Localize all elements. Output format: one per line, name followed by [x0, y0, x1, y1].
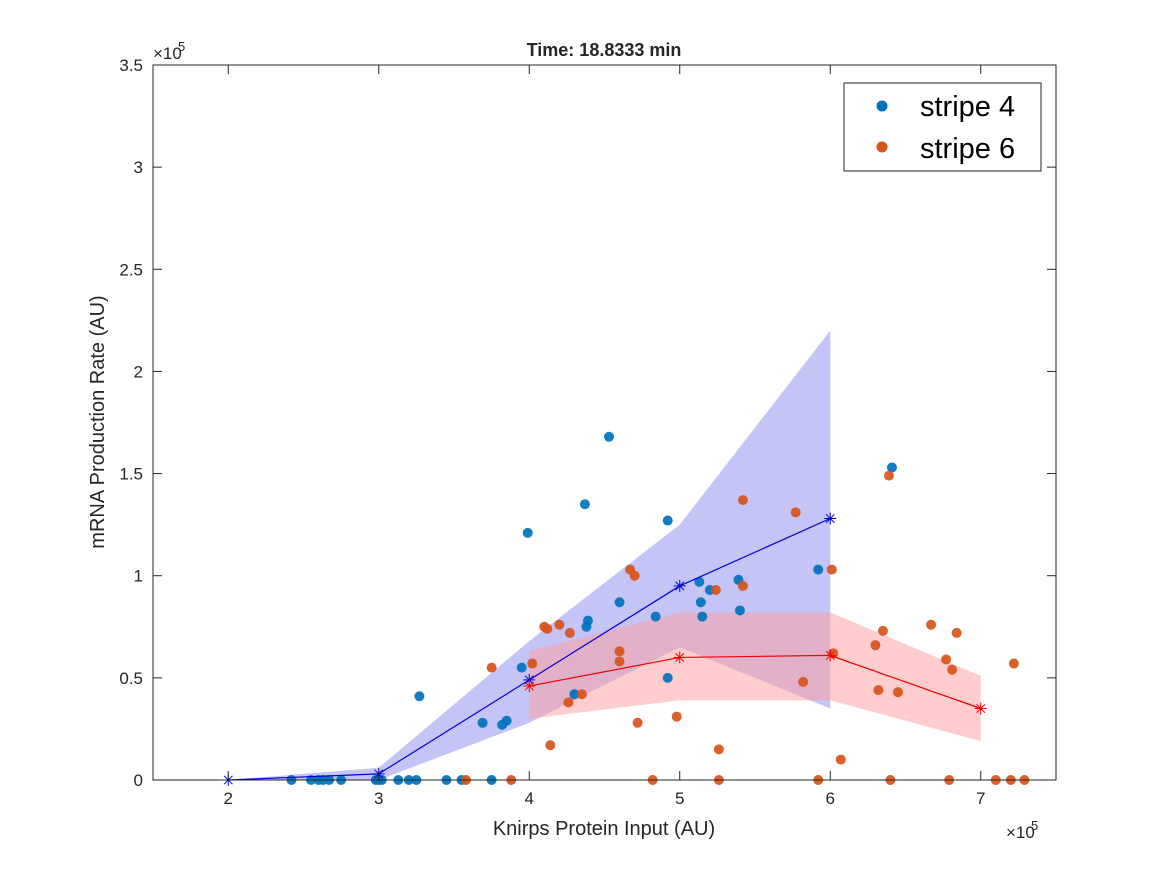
y-tick-label: 1 — [134, 567, 143, 586]
point-stripe-6 — [563, 697, 574, 708]
point-stripe-6 — [883, 470, 894, 481]
y-tick-label: 3.5 — [119, 56, 143, 75]
y-axis-title: mRNA Production Rate (AU) — [87, 295, 109, 548]
mean-marker-stripe-4 — [673, 579, 686, 592]
point-stripe-6 — [926, 619, 937, 630]
point-stripe-6 — [826, 564, 837, 575]
point-stripe-4 — [614, 597, 625, 608]
x-tick-label: 7 — [976, 789, 985, 808]
point-stripe-6 — [527, 658, 538, 669]
y-tick-label: 2 — [134, 362, 143, 381]
axes — [152, 64, 1057, 781]
point-stripe-4 — [522, 527, 533, 538]
point-stripe-6 — [892, 687, 903, 698]
point-stripe-6 — [877, 625, 888, 636]
mean-marker-stripe-6 — [974, 702, 987, 715]
y-exponent-base: ×10 — [153, 44, 182, 63]
y-tick-label: 0.5 — [119, 669, 143, 688]
point-stripe-6 — [951, 627, 962, 638]
legend-marker-stripe-4 — [876, 100, 888, 112]
point-stripe-6 — [542, 623, 553, 634]
legend-marker-stripe-6 — [876, 141, 888, 153]
legend-box — [843, 82, 1042, 172]
point-stripe-6 — [870, 640, 881, 651]
y-tick-label: 0 — [134, 771, 143, 790]
point-stripe-4 — [569, 689, 580, 700]
plot-title: Time: 18.8333 min — [527, 40, 682, 60]
y-tick-label: 3 — [134, 158, 143, 177]
x-exponent-base: ×10 — [1006, 823, 1035, 842]
band-stripe-6 — [529, 612, 981, 742]
legend-label-stripe-6: stripe 6 — [920, 133, 1015, 165]
point-stripe-4 — [697, 611, 708, 622]
point-stripe-6 — [941, 654, 952, 665]
point-stripe-6 — [737, 580, 748, 591]
point-stripe-4 — [604, 431, 615, 442]
mean-marker-stripe-6 — [523, 680, 536, 693]
point-stripe-4 — [886, 462, 897, 473]
point-stripe-6 — [947, 664, 958, 675]
x-tick-label: 6 — [826, 789, 835, 808]
point-stripe-6 — [564, 627, 575, 638]
point-stripe-6 — [545, 740, 556, 751]
point-stripe-6 — [835, 754, 846, 765]
point-stripe-4 — [662, 672, 673, 683]
mean-marker-stripe-4 — [824, 512, 837, 525]
point-stripe-6 — [614, 656, 625, 667]
point-stripe-4 — [579, 499, 590, 510]
legend: stripe 4 stripe 6 — [843, 82, 1042, 172]
x-axis-title: Knirps Protein Input (AU) — [493, 818, 715, 840]
point-stripe-6 — [629, 570, 640, 581]
mean-marker-stripe-6 — [824, 649, 837, 662]
point-stripe-4 — [734, 605, 745, 616]
point-stripe-4 — [582, 615, 593, 626]
x-tick-label: 3 — [374, 789, 383, 808]
x-tick-label: 5 — [675, 789, 684, 808]
point-stripe-4 — [501, 715, 512, 726]
point-stripe-4 — [662, 515, 673, 526]
point-stripe-6 — [554, 619, 565, 630]
legend-label-stripe-4: stripe 4 — [920, 91, 1015, 123]
point-stripe-6 — [671, 711, 682, 722]
point-stripe-6 — [790, 507, 801, 518]
point-stripe-6 — [710, 585, 721, 596]
x-tick-label: 2 — [224, 789, 233, 808]
y-exponent-power: 5 — [178, 39, 185, 54]
point-stripe-6 — [614, 646, 625, 657]
point-stripe-4 — [695, 597, 706, 608]
point-stripe-4 — [477, 717, 488, 728]
scatter-points — [286, 431, 1030, 785]
point-stripe-4 — [694, 576, 705, 587]
point-stripe-4 — [414, 691, 425, 702]
y-tick-label: 2.5 — [119, 260, 143, 279]
point-stripe-6 — [873, 685, 884, 696]
point-stripe-6 — [632, 717, 643, 728]
point-stripe-4 — [516, 662, 527, 673]
mean-line-stripe-6 — [529, 654, 981, 710]
point-stripe-4 — [650, 611, 661, 622]
y-exponent-label: ×10 5 — [153, 39, 185, 63]
x-tick-label: 4 — [525, 789, 534, 808]
x-exponent-power: 5 — [1031, 818, 1038, 833]
axes-box — [152, 64, 1057, 781]
ticks: 2 3 4 5 6 7 0 0.5 1 1.5 2 2.5 3 3.5 — [119, 56, 1056, 808]
point-stripe-6 — [798, 676, 809, 687]
point-stripe-6 — [486, 662, 497, 673]
point-stripe-6 — [1008, 658, 1019, 669]
point-stripe-6 — [737, 495, 748, 506]
y-tick-label: 1.5 — [119, 465, 143, 484]
point-stripe-6 — [713, 744, 724, 755]
point-stripe-6 — [576, 689, 587, 700]
mean-marker-stripe-6 — [673, 651, 686, 664]
x-exponent-label: ×10 5 — [1006, 818, 1038, 842]
point-stripe-4 — [813, 564, 824, 575]
